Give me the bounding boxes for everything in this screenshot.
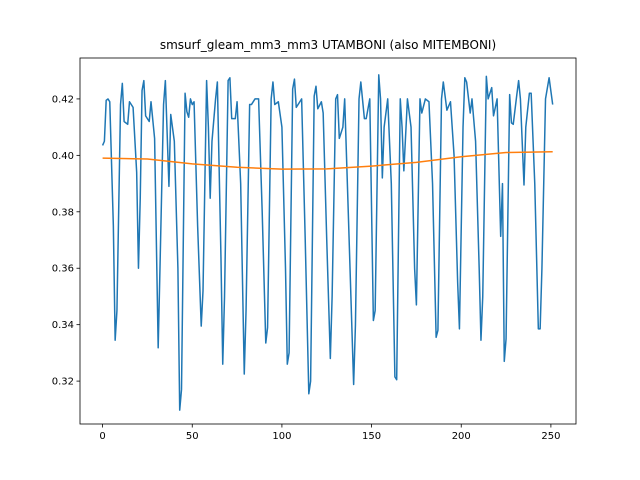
x-tick-label: 100 [272, 431, 291, 442]
chart-title: smsurf_gleam_mm3_mm3 UTAMBONI (also MITE… [160, 38, 496, 52]
x-tick-label: 200 [452, 431, 471, 442]
x-tick-label: 0 [99, 431, 105, 442]
plot-frame [79, 57, 577, 425]
y-tick-label: 0.36 [52, 264, 74, 275]
x-tick-label: 250 [541, 431, 560, 442]
y-tick-label: 0.34 [52, 320, 74, 331]
y-tick-label: 0.42 [52, 94, 74, 105]
y-tick-label: 0.40 [52, 151, 74, 162]
data-line [101, 74, 554, 411]
x-tick-label: 50 [186, 431, 199, 442]
x-tick-label: 150 [362, 431, 381, 442]
y-tick-label: 0.38 [52, 207, 74, 218]
y-tick-label: 0.32 [52, 377, 74, 388]
data-line [102, 150, 553, 170]
